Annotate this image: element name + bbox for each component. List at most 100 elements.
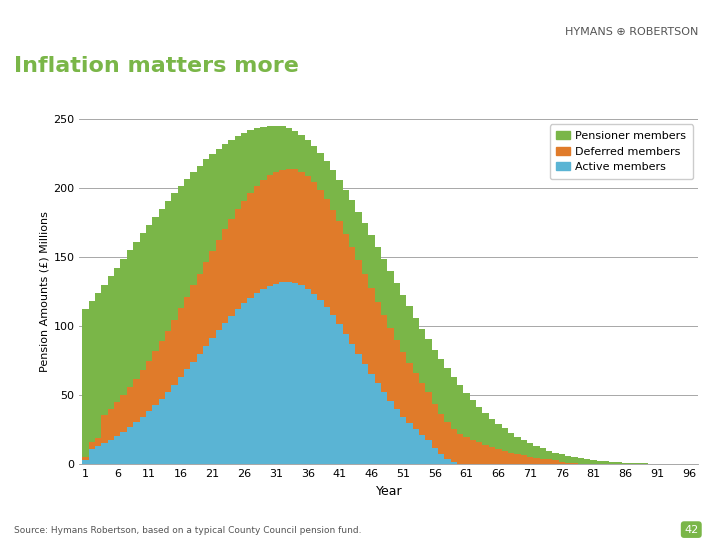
Bar: [190, 172, 197, 285]
Bar: [120, 259, 127, 395]
Bar: [260, 180, 266, 289]
Bar: [140, 370, 146, 417]
Bar: [102, 443, 108, 464]
Bar: [603, 461, 610, 464]
Bar: [248, 130, 254, 193]
Bar: [438, 359, 444, 414]
Bar: [469, 400, 476, 440]
Bar: [133, 242, 140, 379]
Bar: [216, 240, 222, 330]
Bar: [400, 416, 406, 464]
Bar: [248, 193, 254, 298]
Bar: [572, 463, 577, 464]
Bar: [158, 341, 165, 399]
Bar: [95, 438, 102, 446]
Bar: [133, 379, 140, 422]
Bar: [374, 302, 381, 383]
Bar: [336, 179, 343, 221]
Bar: [394, 409, 400, 464]
Bar: [413, 374, 419, 429]
Text: Source: Hymans Robertson, based on a typical County Council pension fund.: Source: Hymans Robertson, based on a typ…: [14, 525, 362, 535]
Bar: [89, 449, 95, 464]
Bar: [419, 329, 426, 383]
Bar: [444, 422, 451, 459]
Bar: [356, 260, 362, 354]
Bar: [324, 161, 330, 199]
Bar: [349, 247, 356, 343]
Bar: [146, 361, 152, 411]
Bar: [546, 460, 552, 464]
Bar: [406, 363, 413, 423]
Bar: [406, 423, 413, 464]
Bar: [597, 461, 603, 464]
Bar: [426, 339, 432, 392]
Bar: [152, 405, 158, 464]
Bar: [203, 346, 210, 464]
Bar: [413, 429, 419, 464]
Bar: [171, 320, 178, 384]
Bar: [356, 212, 362, 260]
Bar: [82, 457, 89, 460]
Bar: [508, 433, 514, 453]
Bar: [343, 234, 349, 334]
Bar: [305, 140, 311, 176]
Bar: [400, 295, 406, 352]
Bar: [184, 369, 190, 464]
Bar: [343, 334, 349, 464]
Bar: [197, 165, 203, 274]
Bar: [324, 307, 330, 464]
Bar: [482, 445, 489, 464]
Bar: [489, 418, 495, 447]
Bar: [419, 383, 426, 435]
Bar: [438, 454, 444, 464]
Legend: Pensioner members, Deferred members, Active members: Pensioner members, Deferred members, Act…: [549, 124, 693, 179]
Bar: [254, 293, 260, 464]
Bar: [273, 284, 279, 464]
Bar: [305, 288, 311, 464]
Bar: [432, 404, 438, 448]
Bar: [235, 309, 241, 464]
Bar: [432, 448, 438, 464]
Bar: [210, 251, 216, 338]
Bar: [432, 349, 438, 404]
Bar: [368, 235, 374, 288]
Bar: [279, 170, 286, 282]
Bar: [108, 276, 114, 409]
Bar: [146, 411, 152, 464]
Bar: [114, 267, 120, 402]
Bar: [330, 210, 336, 315]
Bar: [577, 458, 584, 464]
Bar: [330, 170, 336, 210]
Bar: [336, 325, 343, 464]
Bar: [292, 282, 298, 464]
Bar: [362, 274, 368, 364]
Bar: [235, 136, 241, 210]
Bar: [387, 328, 394, 401]
Bar: [539, 458, 546, 464]
Bar: [286, 168, 292, 282]
Bar: [152, 352, 158, 405]
Bar: [356, 354, 362, 464]
Bar: [216, 330, 222, 464]
Bar: [438, 414, 444, 454]
Bar: [184, 297, 190, 369]
Bar: [279, 126, 286, 170]
Bar: [89, 442, 95, 449]
Bar: [82, 309, 89, 457]
Bar: [381, 259, 387, 315]
Bar: [89, 301, 95, 442]
Bar: [381, 315, 387, 393]
Bar: [152, 217, 158, 352]
Bar: [127, 427, 133, 464]
Bar: [584, 459, 590, 464]
Bar: [318, 300, 324, 464]
Bar: [158, 209, 165, 341]
Bar: [133, 422, 140, 464]
Bar: [127, 387, 133, 427]
Bar: [629, 463, 635, 464]
Bar: [546, 450, 552, 460]
Bar: [286, 128, 292, 168]
Bar: [190, 285, 197, 362]
Bar: [286, 282, 292, 464]
Bar: [647, 463, 654, 464]
